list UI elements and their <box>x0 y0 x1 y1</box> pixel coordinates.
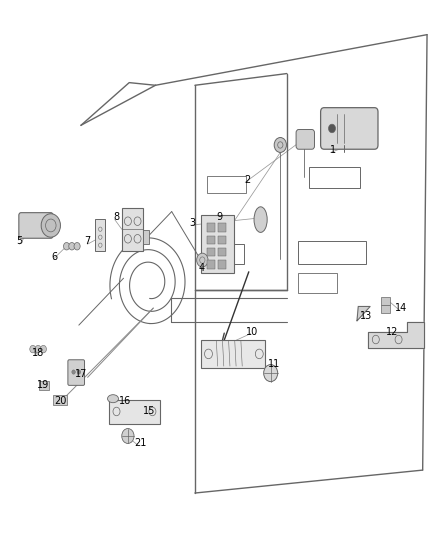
Bar <box>218 236 226 244</box>
Bar <box>201 215 234 273</box>
Bar <box>218 248 226 256</box>
Text: 11: 11 <box>268 359 280 368</box>
Text: 4: 4 <box>198 263 205 272</box>
Bar <box>381 297 390 305</box>
FancyBboxPatch shape <box>321 108 378 149</box>
Bar <box>95 219 105 251</box>
Text: 12: 12 <box>386 327 398 336</box>
FancyBboxPatch shape <box>68 360 85 385</box>
Bar <box>201 340 265 368</box>
Bar <box>122 208 143 251</box>
Bar <box>143 230 149 244</box>
Ellipse shape <box>254 207 267 232</box>
Bar <box>218 260 226 269</box>
Text: 13: 13 <box>360 311 372 320</box>
Text: 8: 8 <box>113 213 119 222</box>
FancyBboxPatch shape <box>296 130 314 149</box>
Circle shape <box>328 124 336 133</box>
Circle shape <box>64 243 70 250</box>
Bar <box>53 395 67 405</box>
Text: 15: 15 <box>143 407 155 416</box>
Text: 1: 1 <box>330 146 336 155</box>
Circle shape <box>40 345 46 353</box>
Bar <box>309 167 360 188</box>
Circle shape <box>197 253 208 267</box>
Polygon shape <box>368 322 424 348</box>
FancyBboxPatch shape <box>19 213 53 238</box>
Circle shape <box>30 345 36 353</box>
Text: 14: 14 <box>395 303 407 313</box>
Circle shape <box>274 138 286 152</box>
Bar <box>218 223 226 232</box>
Circle shape <box>74 243 80 250</box>
Circle shape <box>77 370 81 374</box>
Text: 19: 19 <box>37 380 49 390</box>
Bar <box>207 236 215 244</box>
Bar <box>207 248 215 256</box>
Bar <box>202 244 244 264</box>
Bar <box>39 381 49 390</box>
Text: 7: 7 <box>85 236 91 246</box>
Circle shape <box>35 345 41 353</box>
Polygon shape <box>357 306 370 321</box>
Bar <box>207 260 215 269</box>
Text: 3: 3 <box>190 218 196 228</box>
Text: 17: 17 <box>75 369 87 379</box>
Circle shape <box>72 370 75 374</box>
Circle shape <box>41 214 60 237</box>
Bar <box>207 176 246 193</box>
Ellipse shape <box>108 394 118 403</box>
Bar <box>109 400 160 424</box>
Text: 2: 2 <box>244 175 251 185</box>
Text: 5: 5 <box>17 236 23 246</box>
Bar <box>207 223 215 232</box>
Text: 18: 18 <box>32 348 45 358</box>
Text: 21: 21 <box>134 439 146 448</box>
Text: 10: 10 <box>246 327 258 336</box>
Circle shape <box>264 365 278 382</box>
Text: 6: 6 <box>52 252 58 262</box>
Text: 20: 20 <box>54 396 67 406</box>
Bar <box>381 305 390 313</box>
Text: 9: 9 <box>216 213 222 222</box>
Bar <box>298 241 366 264</box>
Text: 16: 16 <box>119 396 131 406</box>
Bar <box>298 273 337 293</box>
Circle shape <box>122 429 134 443</box>
Circle shape <box>69 243 75 250</box>
